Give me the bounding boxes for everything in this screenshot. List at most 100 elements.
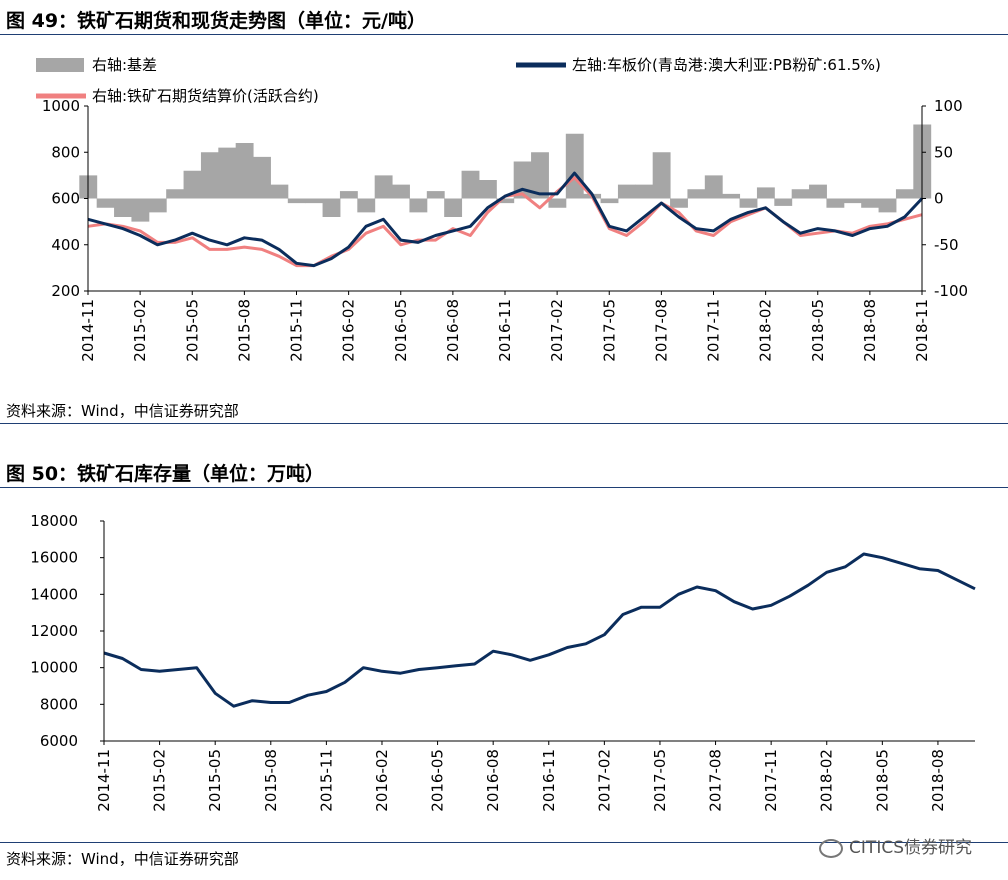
basis-bar [861, 198, 880, 208]
figure-title-49: 图 49：铁矿石期货和现货走势图（单位：元/吨） [6, 10, 426, 32]
basis-bar [826, 198, 845, 208]
basis-bar [305, 198, 324, 204]
source-note-49: 资料来源：Wind，中信证券研究部 [6, 402, 239, 420]
x-tick-label: 2017-05 [651, 749, 669, 812]
basis-bar [218, 147, 237, 199]
basis-bar [461, 170, 480, 199]
y-tick-label: 6000 [40, 732, 78, 750]
axes-layer: 6000 8000 10000 12000 14000 16000 18000 2014-11… [30, 512, 975, 812]
basis-bar [166, 189, 185, 199]
x-tick-label: 2017-05 [600, 299, 618, 362]
x-tick-label: 2016-05 [392, 299, 410, 362]
right-tick-label: -100 [934, 282, 968, 300]
source-rule [0, 423, 1008, 424]
source-note-50: 资料来源：Wind，中信证券研究部 [6, 850, 239, 868]
futures-spot-chart: 200 400 600 800 1000 -100 -50 0 50 100 2014-11 2015… [36, 56, 968, 362]
basis-bar [114, 198, 132, 217]
basis-area-layer [79, 124, 932, 222]
figure-title-50: 图 50：铁矿石库存量（单位：万吨） [6, 463, 325, 485]
x-tick-label: 2014-11 [79, 299, 97, 362]
basis-bar [548, 198, 567, 208]
left-tick-label: 400 [51, 236, 80, 254]
y-tick-label: 14000 [30, 585, 78, 603]
x-tick-label: 2018-08 [861, 299, 879, 362]
right-tick-label: 100 [934, 97, 963, 115]
basis-bar [392, 184, 410, 199]
x-tick-label: 2015-02 [131, 299, 149, 362]
basis-bar [878, 198, 897, 213]
price-lines-layer [87, 171, 924, 268]
basis-bar [635, 184, 654, 199]
x-tick-label: 2015-11 [317, 749, 335, 812]
title-rule [0, 34, 1008, 35]
basis-bar [444, 198, 463, 217]
y-tick-label: 18000 [30, 512, 78, 530]
basis-bar [409, 198, 428, 213]
x-tick-label: 2018-05 [809, 299, 827, 362]
right-tick-label: 50 [934, 143, 953, 161]
source-rule [0, 842, 1008, 843]
legend-label-futures: 右轴:铁矿石期货结算价(活跃合约) [92, 87, 319, 105]
x-tick-label: 2017-11 [762, 749, 780, 812]
basis-bar [843, 198, 862, 204]
x-tick-label: 2018-08 [929, 749, 947, 812]
basis-bar [652, 152, 671, 199]
x-tick-label: 2016-08 [444, 299, 462, 362]
legend: 右轴:基差 左轴:车板价(青岛港:澳大利亚:PB粉矿:61.5%) 右轴:铁矿石… [36, 56, 881, 105]
legend-label-basis: 右轴:基差 [92, 56, 157, 74]
x-tick-label: 2017-02 [548, 299, 566, 362]
x-tick-label: 2015-02 [151, 749, 169, 812]
basis-bar [270, 184, 289, 199]
left-tick-label: 1000 [42, 97, 80, 115]
x-tick-label: 2017-08 [652, 299, 670, 362]
basis-bar [374, 175, 393, 199]
basis-bar [617, 184, 636, 199]
legend-label-spot: 左轴:车板价(青岛港:澳大利亚:PB粉矿:61.5%) [572, 56, 881, 74]
title-rule [0, 487, 1008, 488]
y-tick-label: 10000 [30, 659, 78, 677]
x-tick-label: 2018-02 [818, 749, 836, 812]
watermark: CITICS债券研究 [819, 833, 972, 858]
left-tick-label: 600 [51, 190, 80, 208]
basis-bar [670, 198, 688, 208]
x-tick-label: 2017-08 [707, 749, 725, 812]
basis-bar [478, 180, 497, 199]
basis-bar [565, 133, 584, 199]
basis-bar [600, 198, 619, 204]
basis-bar [148, 198, 167, 213]
basis-bar [739, 198, 758, 208]
inventory-line [103, 552, 976, 708]
legend-swatch-basis [36, 58, 84, 72]
basis-bar [235, 143, 254, 199]
right-tick-label: -50 [934, 236, 959, 254]
basis-bar [809, 184, 827, 199]
basis-bar [322, 198, 341, 217]
basis-bar [704, 175, 723, 199]
x-tick-label: 2015-05 [183, 299, 201, 362]
spot-price-line [87, 171, 924, 268]
inventory-line-layer [103, 552, 976, 708]
basis-bar [722, 193, 741, 199]
basis-bar [287, 198, 306, 204]
basis-bar [791, 189, 810, 199]
x-tick-label: 2016-02 [340, 299, 358, 362]
basis-bar [774, 198, 793, 206]
basis-bar [756, 187, 775, 199]
left-tick-label: 200 [51, 282, 80, 300]
watermark-text: CITICS债券研究 [849, 838, 972, 858]
x-tick-label: 2015-08 [235, 299, 253, 362]
left-tick-label: 800 [51, 143, 80, 161]
wechat-icon [819, 838, 844, 858]
y-tick-label: 8000 [40, 695, 78, 713]
inventory-chart: 6000 8000 10000 12000 14000 16000 18000 2014-11… [30, 512, 976, 812]
basis-bar [131, 198, 150, 222]
basis-bar [531, 152, 549, 199]
x-tick-label: 2018-11 [913, 299, 931, 362]
x-tick-label: 2016-11 [496, 299, 514, 362]
basis-bar [339, 191, 358, 199]
x-tick-label: 2016-05 [429, 749, 447, 812]
x-tick-label: 2016-02 [373, 749, 391, 812]
y-tick-label: 12000 [30, 622, 78, 640]
y-tick-label: 16000 [30, 549, 78, 567]
basis-bar [96, 198, 115, 208]
